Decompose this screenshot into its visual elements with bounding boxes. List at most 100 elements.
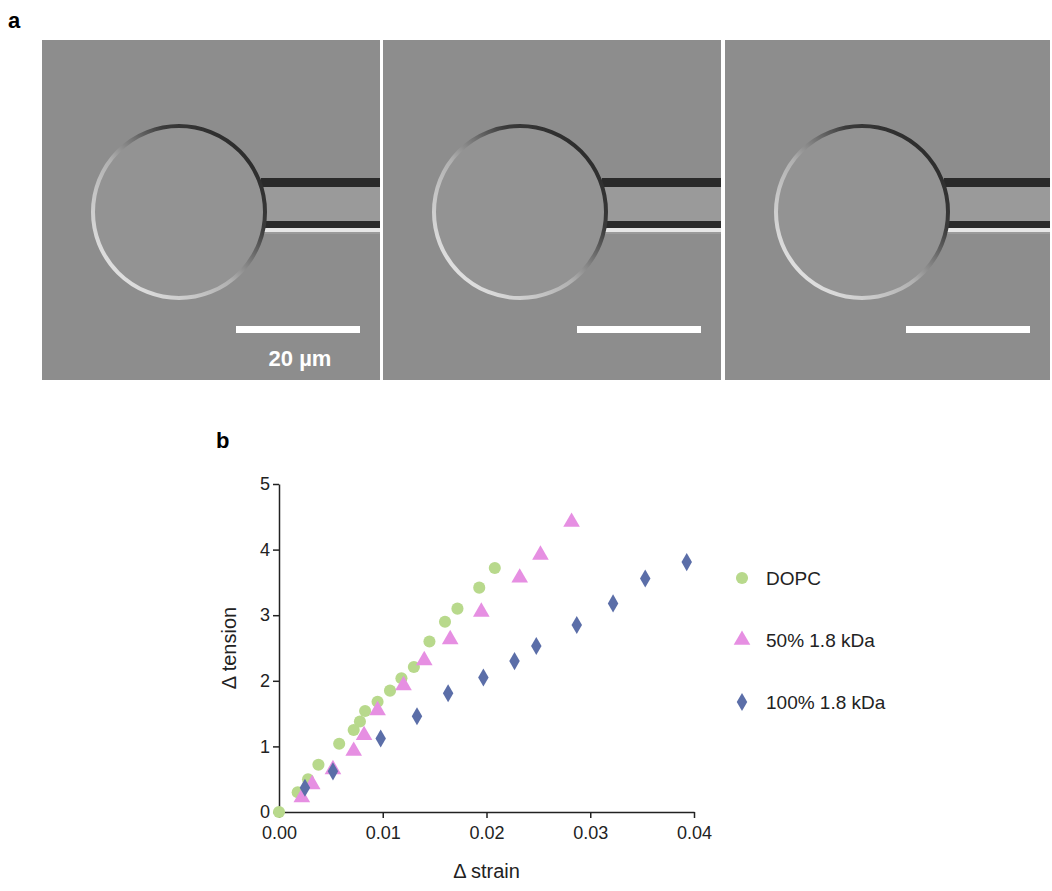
micrograph: [383, 40, 721, 380]
data-point: [442, 630, 459, 644]
y-tick: 1: [260, 737, 279, 757]
micrograph: [725, 40, 1050, 380]
data-point: [531, 637, 541, 655]
y-tick: 4: [260, 540, 279, 560]
micrograph: [42, 40, 380, 380]
series: [294, 512, 580, 802]
series: [300, 553, 692, 797]
data-point: [384, 685, 396, 697]
y-tick-mark: [273, 681, 279, 683]
y-tick-mark: [273, 615, 279, 617]
data-point: [473, 602, 490, 616]
y-tick: 2: [260, 671, 279, 691]
pipette-wall: [944, 178, 1050, 187]
pipette-wall: [261, 221, 380, 228]
x-tick: 0.04: [677, 812, 712, 843]
data-point: [312, 759, 324, 771]
x-tick-mark: [486, 812, 488, 818]
data-point: [354, 715, 366, 727]
vesicle: [93, 126, 265, 298]
y-tick-mark: [273, 484, 279, 486]
data-point: [369, 701, 386, 715]
data-point: [356, 726, 373, 740]
data-point: [532, 545, 549, 559]
x-tick-mark: [590, 812, 592, 818]
legend: DOPC 50% 1.8 kDa 100% 1.8 kDa: [734, 568, 886, 713]
x-tick: 0.02: [469, 812, 504, 843]
data-point: [359, 705, 371, 717]
pipette-wall: [602, 221, 721, 228]
scale-bar: [236, 326, 360, 333]
legend-label: DOPC: [766, 568, 821, 589]
scale-bar: [577, 326, 701, 333]
y-tick-label: 0: [260, 802, 270, 822]
y-tick-mark: [273, 746, 279, 748]
panel-label: a: [8, 8, 21, 33]
data-point: [473, 582, 485, 594]
y-axis: 0 1 2 3 4 5: [260, 474, 280, 822]
data-point: [333, 738, 345, 750]
data-point: [563, 512, 580, 526]
data-point: [375, 729, 385, 747]
data-point: [572, 616, 582, 634]
data-point: [478, 668, 488, 686]
pipette-wall: [602, 178, 721, 187]
x-tick-label: 0.02: [469, 823, 504, 843]
y-tick-label: 5: [260, 474, 270, 494]
data-point: [511, 568, 528, 582]
legend-marker: [734, 630, 751, 644]
scale-bar: [906, 326, 1030, 333]
data-point: [416, 651, 433, 665]
data-point: [682, 553, 692, 571]
pipette-wall: [261, 228, 380, 232]
data-point: [345, 741, 362, 755]
scale-bar-label: 20 µm: [269, 346, 332, 371]
x-tick-mark: [383, 812, 385, 818]
vesicle: [776, 126, 948, 298]
data-point: [608, 594, 618, 612]
pipette-wall: [261, 178, 380, 187]
legend-label: 50% 1.8 kDa: [766, 630, 875, 651]
pipette-wall: [602, 228, 721, 232]
data-point: [328, 762, 338, 780]
y-tick-label: 4: [260, 540, 270, 560]
data-point: [439, 616, 451, 628]
pipette-wall: [944, 221, 1050, 228]
panel-label: b: [216, 428, 229, 453]
y-tick-label: 3: [260, 605, 270, 625]
y-axis-line: [279, 485, 281, 813]
y-tick: 3: [260, 605, 279, 625]
x-tick-label: 0.00: [262, 823, 297, 843]
pipette: [944, 178, 1050, 234]
data-point: [451, 603, 463, 615]
x-axis: 0.00 0.01 0.02 0.03 0.04: [262, 812, 712, 843]
legend-marker: [737, 693, 747, 711]
data-point: [412, 707, 422, 725]
vesicle: [434, 126, 606, 298]
x-tick-label: 0.03: [573, 823, 608, 843]
plot-marks: [273, 512, 692, 818]
y-tick-label: 1: [260, 737, 270, 757]
x-tick-label: 0.04: [677, 823, 712, 843]
data-point: [443, 684, 453, 702]
legend-label: 100% 1.8 kDa: [766, 692, 886, 713]
x-tick: 0.03: [573, 812, 608, 843]
legend-marker: [736, 572, 748, 584]
y-axis-title: Δ tension: [218, 607, 240, 689]
data-point: [509, 652, 519, 670]
x-axis-title: Δ strain: [453, 860, 520, 882]
y-tick-mark: [273, 549, 279, 551]
data-point: [423, 635, 435, 647]
pipette-wall: [944, 228, 1050, 232]
data-point: [395, 676, 412, 690]
x-tick: 0.01: [366, 812, 401, 843]
pipette: [602, 178, 721, 234]
y-tick: 5: [260, 474, 279, 494]
data-point: [489, 562, 501, 574]
y-tick-label: 2: [260, 671, 270, 691]
data-point: [640, 569, 650, 587]
series: [273, 562, 501, 818]
data-point: [300, 779, 310, 797]
pipette: [261, 178, 380, 234]
x-tick-mark: [694, 812, 696, 818]
